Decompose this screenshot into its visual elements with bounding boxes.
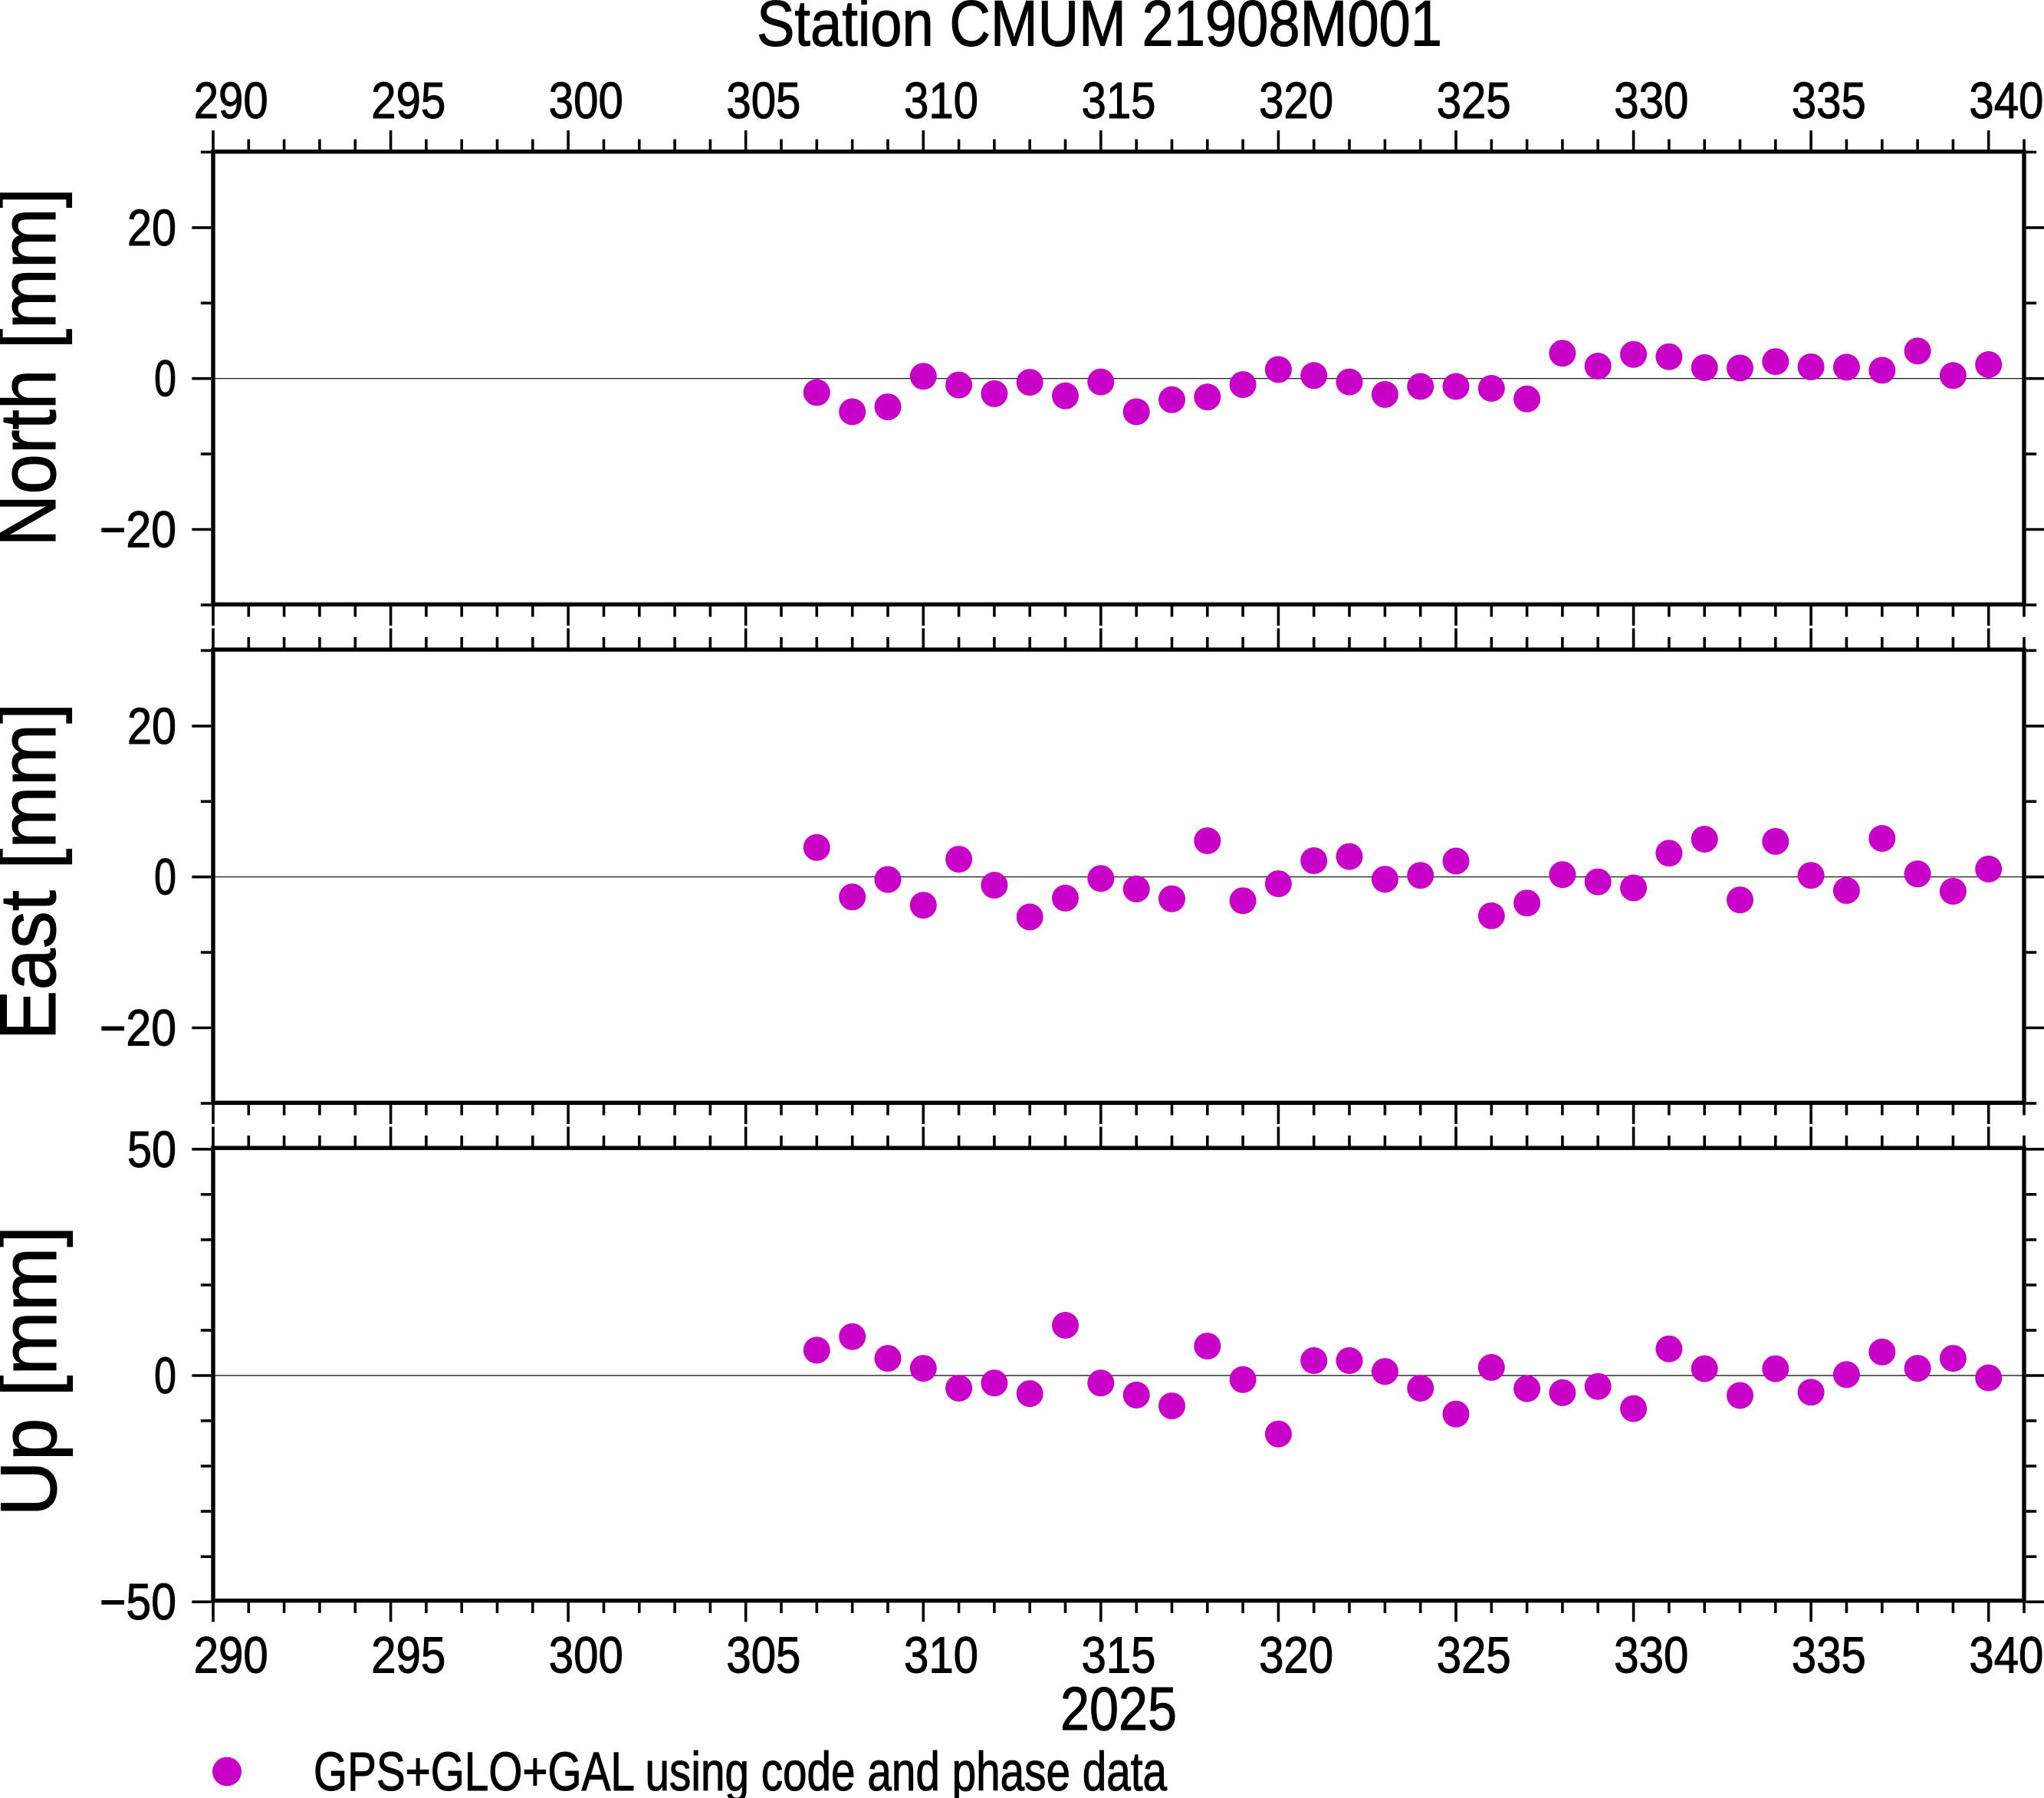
svg-text:330: 330 — [1614, 1628, 1688, 1685]
svg-text:325: 325 — [1437, 1628, 1511, 1685]
svg-text:295: 295 — [371, 1628, 445, 1685]
svg-text:310: 310 — [904, 73, 978, 130]
svg-text:300: 300 — [549, 73, 623, 130]
svg-text:335: 335 — [1792, 73, 1866, 130]
svg-text:315: 315 — [1082, 73, 1156, 130]
svg-text:300: 300 — [549, 1628, 623, 1685]
svg-text:320: 320 — [1259, 73, 1333, 130]
svg-text:305: 305 — [726, 1628, 800, 1685]
svg-text:0: 0 — [154, 1348, 176, 1405]
svg-text:North [mm]: North [mm] — [0, 188, 73, 547]
svg-text:−20: −20 — [100, 502, 176, 559]
svg-text:20: 20 — [127, 200, 176, 257]
svg-text:310: 310 — [904, 1628, 978, 1685]
svg-text:330: 330 — [1614, 73, 1688, 130]
svg-text:East [mm]: East [mm] — [0, 703, 73, 1040]
svg-text:Up [mm]: Up [mm] — [0, 1226, 74, 1517]
svg-text:290: 290 — [194, 1628, 268, 1685]
svg-text:GPS+GLO+GAL using code and pha: GPS+GLO+GAL using code and phase data — [314, 1742, 1167, 1798]
svg-text:0: 0 — [154, 850, 176, 906]
svg-text:295: 295 — [371, 73, 445, 130]
svg-text:325: 325 — [1437, 73, 1511, 130]
svg-text:20: 20 — [127, 698, 176, 755]
svg-text:335: 335 — [1792, 1628, 1866, 1685]
svg-text:340: 340 — [1969, 73, 2043, 130]
svg-text:2025: 2025 — [1060, 1675, 1177, 1743]
svg-text:50: 50 — [127, 1122, 176, 1178]
svg-text:290: 290 — [194, 73, 268, 130]
svg-text:Station CMUM 21908M001: Station CMUM 21908M001 — [757, 0, 1442, 60]
svg-text:340: 340 — [1969, 1628, 2043, 1685]
svg-text:305: 305 — [726, 73, 800, 130]
svg-text:0: 0 — [154, 351, 176, 408]
svg-text:−20: −20 — [100, 1001, 176, 1057]
svg-text:315: 315 — [1082, 1628, 1156, 1685]
svg-text:−50: −50 — [100, 1574, 176, 1631]
svg-text:320: 320 — [1259, 1628, 1333, 1685]
